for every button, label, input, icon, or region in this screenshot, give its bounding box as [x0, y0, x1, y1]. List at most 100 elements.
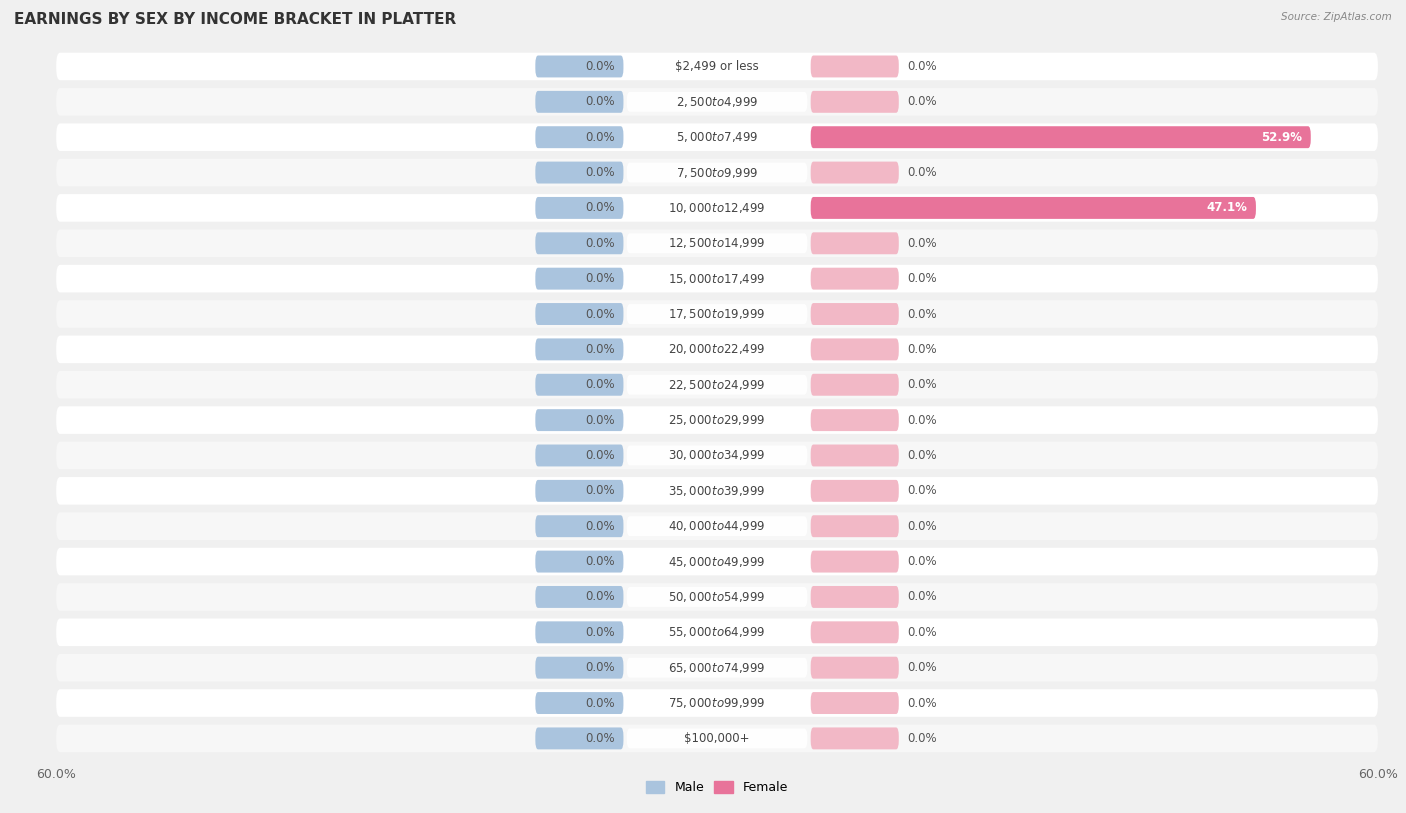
- FancyBboxPatch shape: [627, 587, 807, 606]
- Text: $22,500 to $24,999: $22,500 to $24,999: [668, 378, 766, 392]
- Text: 0.0%: 0.0%: [908, 732, 938, 745]
- FancyBboxPatch shape: [811, 586, 898, 608]
- FancyBboxPatch shape: [627, 57, 807, 76]
- FancyBboxPatch shape: [56, 194, 1378, 222]
- FancyBboxPatch shape: [811, 445, 898, 467]
- FancyBboxPatch shape: [811, 267, 898, 289]
- FancyBboxPatch shape: [56, 371, 1378, 398]
- Text: $65,000 to $74,999: $65,000 to $74,999: [668, 661, 766, 675]
- FancyBboxPatch shape: [627, 411, 807, 430]
- FancyBboxPatch shape: [56, 583, 1378, 611]
- Text: 0.0%: 0.0%: [908, 485, 938, 498]
- Text: 0.0%: 0.0%: [585, 590, 614, 603]
- FancyBboxPatch shape: [627, 658, 807, 677]
- Text: 0.0%: 0.0%: [585, 272, 614, 285]
- FancyBboxPatch shape: [536, 409, 623, 431]
- Text: $5,000 to $7,499: $5,000 to $7,499: [676, 130, 758, 144]
- FancyBboxPatch shape: [811, 55, 898, 77]
- FancyBboxPatch shape: [536, 267, 623, 289]
- FancyBboxPatch shape: [811, 162, 898, 184]
- FancyBboxPatch shape: [627, 233, 807, 253]
- Text: $35,000 to $39,999: $35,000 to $39,999: [668, 484, 766, 498]
- FancyBboxPatch shape: [536, 445, 623, 467]
- Text: 0.0%: 0.0%: [585, 449, 614, 462]
- FancyBboxPatch shape: [627, 375, 807, 394]
- FancyBboxPatch shape: [811, 233, 898, 254]
- FancyBboxPatch shape: [536, 233, 623, 254]
- Text: $2,500 to $4,999: $2,500 to $4,999: [676, 95, 758, 109]
- Text: 0.0%: 0.0%: [585, 555, 614, 568]
- FancyBboxPatch shape: [627, 269, 807, 289]
- FancyBboxPatch shape: [811, 303, 898, 325]
- FancyBboxPatch shape: [627, 481, 807, 501]
- Text: 0.0%: 0.0%: [908, 343, 938, 356]
- FancyBboxPatch shape: [811, 621, 898, 643]
- FancyBboxPatch shape: [56, 300, 1378, 328]
- FancyBboxPatch shape: [811, 338, 898, 360]
- FancyBboxPatch shape: [536, 586, 623, 608]
- FancyBboxPatch shape: [536, 657, 623, 679]
- FancyBboxPatch shape: [536, 374, 623, 396]
- Text: 0.0%: 0.0%: [585, 626, 614, 639]
- FancyBboxPatch shape: [56, 441, 1378, 469]
- FancyBboxPatch shape: [627, 128, 807, 147]
- Text: EARNINGS BY SEX BY INCOME BRACKET IN PLATTER: EARNINGS BY SEX BY INCOME BRACKET IN PLA…: [14, 12, 457, 27]
- Text: 0.0%: 0.0%: [908, 237, 938, 250]
- FancyBboxPatch shape: [56, 406, 1378, 434]
- FancyBboxPatch shape: [56, 512, 1378, 540]
- FancyBboxPatch shape: [811, 374, 898, 396]
- FancyBboxPatch shape: [627, 516, 807, 536]
- Text: 0.0%: 0.0%: [585, 60, 614, 73]
- Text: $25,000 to $29,999: $25,000 to $29,999: [668, 413, 766, 427]
- FancyBboxPatch shape: [56, 477, 1378, 505]
- Text: 0.0%: 0.0%: [585, 307, 614, 320]
- Text: $40,000 to $44,999: $40,000 to $44,999: [668, 520, 766, 533]
- FancyBboxPatch shape: [56, 619, 1378, 646]
- FancyBboxPatch shape: [56, 229, 1378, 257]
- Text: $7,500 to $9,999: $7,500 to $9,999: [676, 166, 758, 180]
- Text: $75,000 to $99,999: $75,000 to $99,999: [668, 696, 766, 710]
- FancyBboxPatch shape: [627, 163, 807, 182]
- Text: 0.0%: 0.0%: [908, 661, 938, 674]
- Text: 0.0%: 0.0%: [908, 166, 938, 179]
- FancyBboxPatch shape: [56, 88, 1378, 115]
- Text: 0.0%: 0.0%: [908, 449, 938, 462]
- Text: 0.0%: 0.0%: [908, 307, 938, 320]
- Text: 0.0%: 0.0%: [585, 131, 614, 144]
- FancyBboxPatch shape: [627, 623, 807, 642]
- Text: $2,499 or less: $2,499 or less: [675, 60, 759, 73]
- Text: 0.0%: 0.0%: [908, 414, 938, 427]
- FancyBboxPatch shape: [536, 692, 623, 714]
- FancyBboxPatch shape: [56, 336, 1378, 363]
- FancyBboxPatch shape: [811, 409, 898, 431]
- Text: $100,000+: $100,000+: [685, 732, 749, 745]
- Text: 52.9%: 52.9%: [1261, 131, 1302, 144]
- FancyBboxPatch shape: [811, 515, 898, 537]
- FancyBboxPatch shape: [536, 55, 623, 77]
- Text: 0.0%: 0.0%: [585, 520, 614, 533]
- Text: 0.0%: 0.0%: [585, 166, 614, 179]
- FancyBboxPatch shape: [627, 728, 807, 748]
- FancyBboxPatch shape: [56, 53, 1378, 80]
- Text: $10,000 to $12,499: $10,000 to $12,499: [668, 201, 766, 215]
- Text: 0.0%: 0.0%: [908, 60, 938, 73]
- FancyBboxPatch shape: [627, 446, 807, 465]
- Text: $45,000 to $49,999: $45,000 to $49,999: [668, 554, 766, 568]
- Text: 0.0%: 0.0%: [908, 95, 938, 108]
- Text: 0.0%: 0.0%: [585, 378, 614, 391]
- FancyBboxPatch shape: [56, 124, 1378, 151]
- Text: 47.1%: 47.1%: [1206, 202, 1247, 215]
- FancyBboxPatch shape: [627, 693, 807, 713]
- Text: 0.0%: 0.0%: [585, 697, 614, 710]
- FancyBboxPatch shape: [536, 728, 623, 750]
- Text: Source: ZipAtlas.com: Source: ZipAtlas.com: [1281, 12, 1392, 22]
- Legend: Male, Female: Male, Female: [641, 776, 793, 799]
- FancyBboxPatch shape: [536, 303, 623, 325]
- Text: 0.0%: 0.0%: [908, 272, 938, 285]
- FancyBboxPatch shape: [627, 552, 807, 572]
- Text: $17,500 to $19,999: $17,500 to $19,999: [668, 307, 766, 321]
- FancyBboxPatch shape: [56, 548, 1378, 576]
- FancyBboxPatch shape: [536, 621, 623, 643]
- Text: $12,500 to $14,999: $12,500 to $14,999: [668, 237, 766, 250]
- FancyBboxPatch shape: [536, 91, 623, 113]
